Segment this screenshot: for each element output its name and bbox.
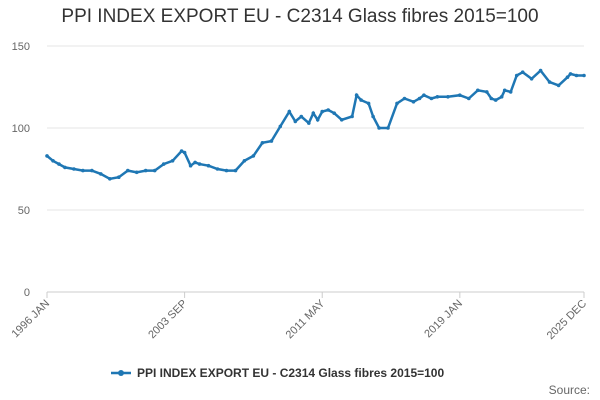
data-point <box>574 73 579 78</box>
data-point <box>260 141 265 145</box>
x-tick-label-3: 2019 JAN <box>422 298 465 341</box>
data-point <box>242 159 247 163</box>
y-tick-label-100: 100 <box>12 123 30 135</box>
x-axis: 1996 JAN 2003 SEP 2011 MAY 2019 JAN 2025 DEC <box>9 292 589 342</box>
y-tick-label-0: 0 <box>24 287 30 299</box>
data-point <box>386 126 390 130</box>
series-markers <box>45 68 586 181</box>
data-point <box>520 70 525 74</box>
data-point <box>126 168 130 173</box>
data-point <box>170 159 175 163</box>
data-point <box>529 77 534 81</box>
data-point <box>350 114 354 119</box>
chart-title: PPI INDEX EXPORT EU - C2314 Glass fibres… <box>61 6 538 27</box>
data-point <box>90 168 94 173</box>
data-point <box>565 75 570 79</box>
data-point <box>377 126 381 130</box>
legend[interactable]: PPI INDEX EXPORT EU - C2314 Glass fibres… <box>111 366 444 380</box>
data-point <box>134 170 139 175</box>
data-point <box>411 100 416 104</box>
data-point <box>359 98 363 102</box>
data-point <box>547 80 552 84</box>
data-point <box>51 159 55 163</box>
x-tick-label-4: 2025 DEC <box>545 298 589 342</box>
data-point <box>179 149 184 153</box>
data-point <box>320 109 325 114</box>
data-point <box>299 114 304 119</box>
data-point <box>514 73 519 78</box>
series-line <box>46 68 584 181</box>
data-point <box>446 95 450 99</box>
data-point <box>402 96 407 101</box>
data-point <box>568 72 573 76</box>
data-point <box>193 160 197 165</box>
data-point <box>395 101 399 106</box>
data-point <box>502 88 507 93</box>
data-point <box>332 111 337 115</box>
data-point <box>188 163 193 168</box>
data-point <box>315 118 320 122</box>
data-point <box>485 90 489 94</box>
data-point <box>251 154 256 158</box>
data-point <box>72 167 76 171</box>
data-point <box>293 119 298 124</box>
data-point <box>371 114 375 119</box>
x-tick-label-2: 2011 MAY <box>284 297 328 341</box>
data-point <box>326 108 331 112</box>
data-point <box>467 96 471 101</box>
data-point <box>417 96 422 101</box>
data-point <box>458 93 462 97</box>
data-point <box>582 73 586 78</box>
data-point <box>422 93 426 97</box>
data-point <box>493 98 498 102</box>
data-point <box>152 168 157 173</box>
gridlines <box>47 45 584 211</box>
data-point <box>45 154 49 158</box>
data-point <box>429 96 434 101</box>
y-tick-label-150: 150 <box>12 41 30 53</box>
data-point <box>215 167 220 171</box>
data-point <box>366 101 371 106</box>
data-point <box>354 93 359 97</box>
data-point <box>182 150 187 155</box>
y-axis: 0 50 100 150 <box>12 41 30 299</box>
data-point <box>435 95 440 99</box>
data-point <box>269 139 274 143</box>
data-point <box>287 109 292 114</box>
data-point <box>476 88 480 93</box>
data-point <box>538 68 543 73</box>
data-point <box>278 124 283 129</box>
data-point <box>339 118 344 122</box>
data-point <box>81 168 85 173</box>
data-point <box>556 83 561 88</box>
data-point <box>206 163 211 168</box>
legend-label: PPI INDEX EXPORT EU - C2314 Glass fibres… <box>137 366 444 380</box>
data-point <box>57 162 61 166</box>
data-point <box>499 95 504 99</box>
data-point <box>117 175 121 179</box>
data-point <box>63 165 67 170</box>
x-tick-label-1: 2003 SEP <box>146 298 190 342</box>
legend-symbol-dot <box>118 370 124 376</box>
data-point <box>143 168 148 173</box>
x-tick-label-0: 1996 JAN <box>9 298 52 341</box>
data-point <box>108 177 112 181</box>
data-point <box>99 172 103 176</box>
data-point <box>311 111 316 115</box>
data-point <box>489 96 494 101</box>
data-point <box>224 168 229 173</box>
data-point <box>161 162 166 166</box>
data-point <box>508 90 513 94</box>
y-tick-label-50: 50 <box>18 205 30 217</box>
data-point <box>307 121 311 125</box>
source-label: Source: <box>549 383 590 397</box>
data-point <box>197 162 202 166</box>
data-point <box>233 168 238 173</box>
